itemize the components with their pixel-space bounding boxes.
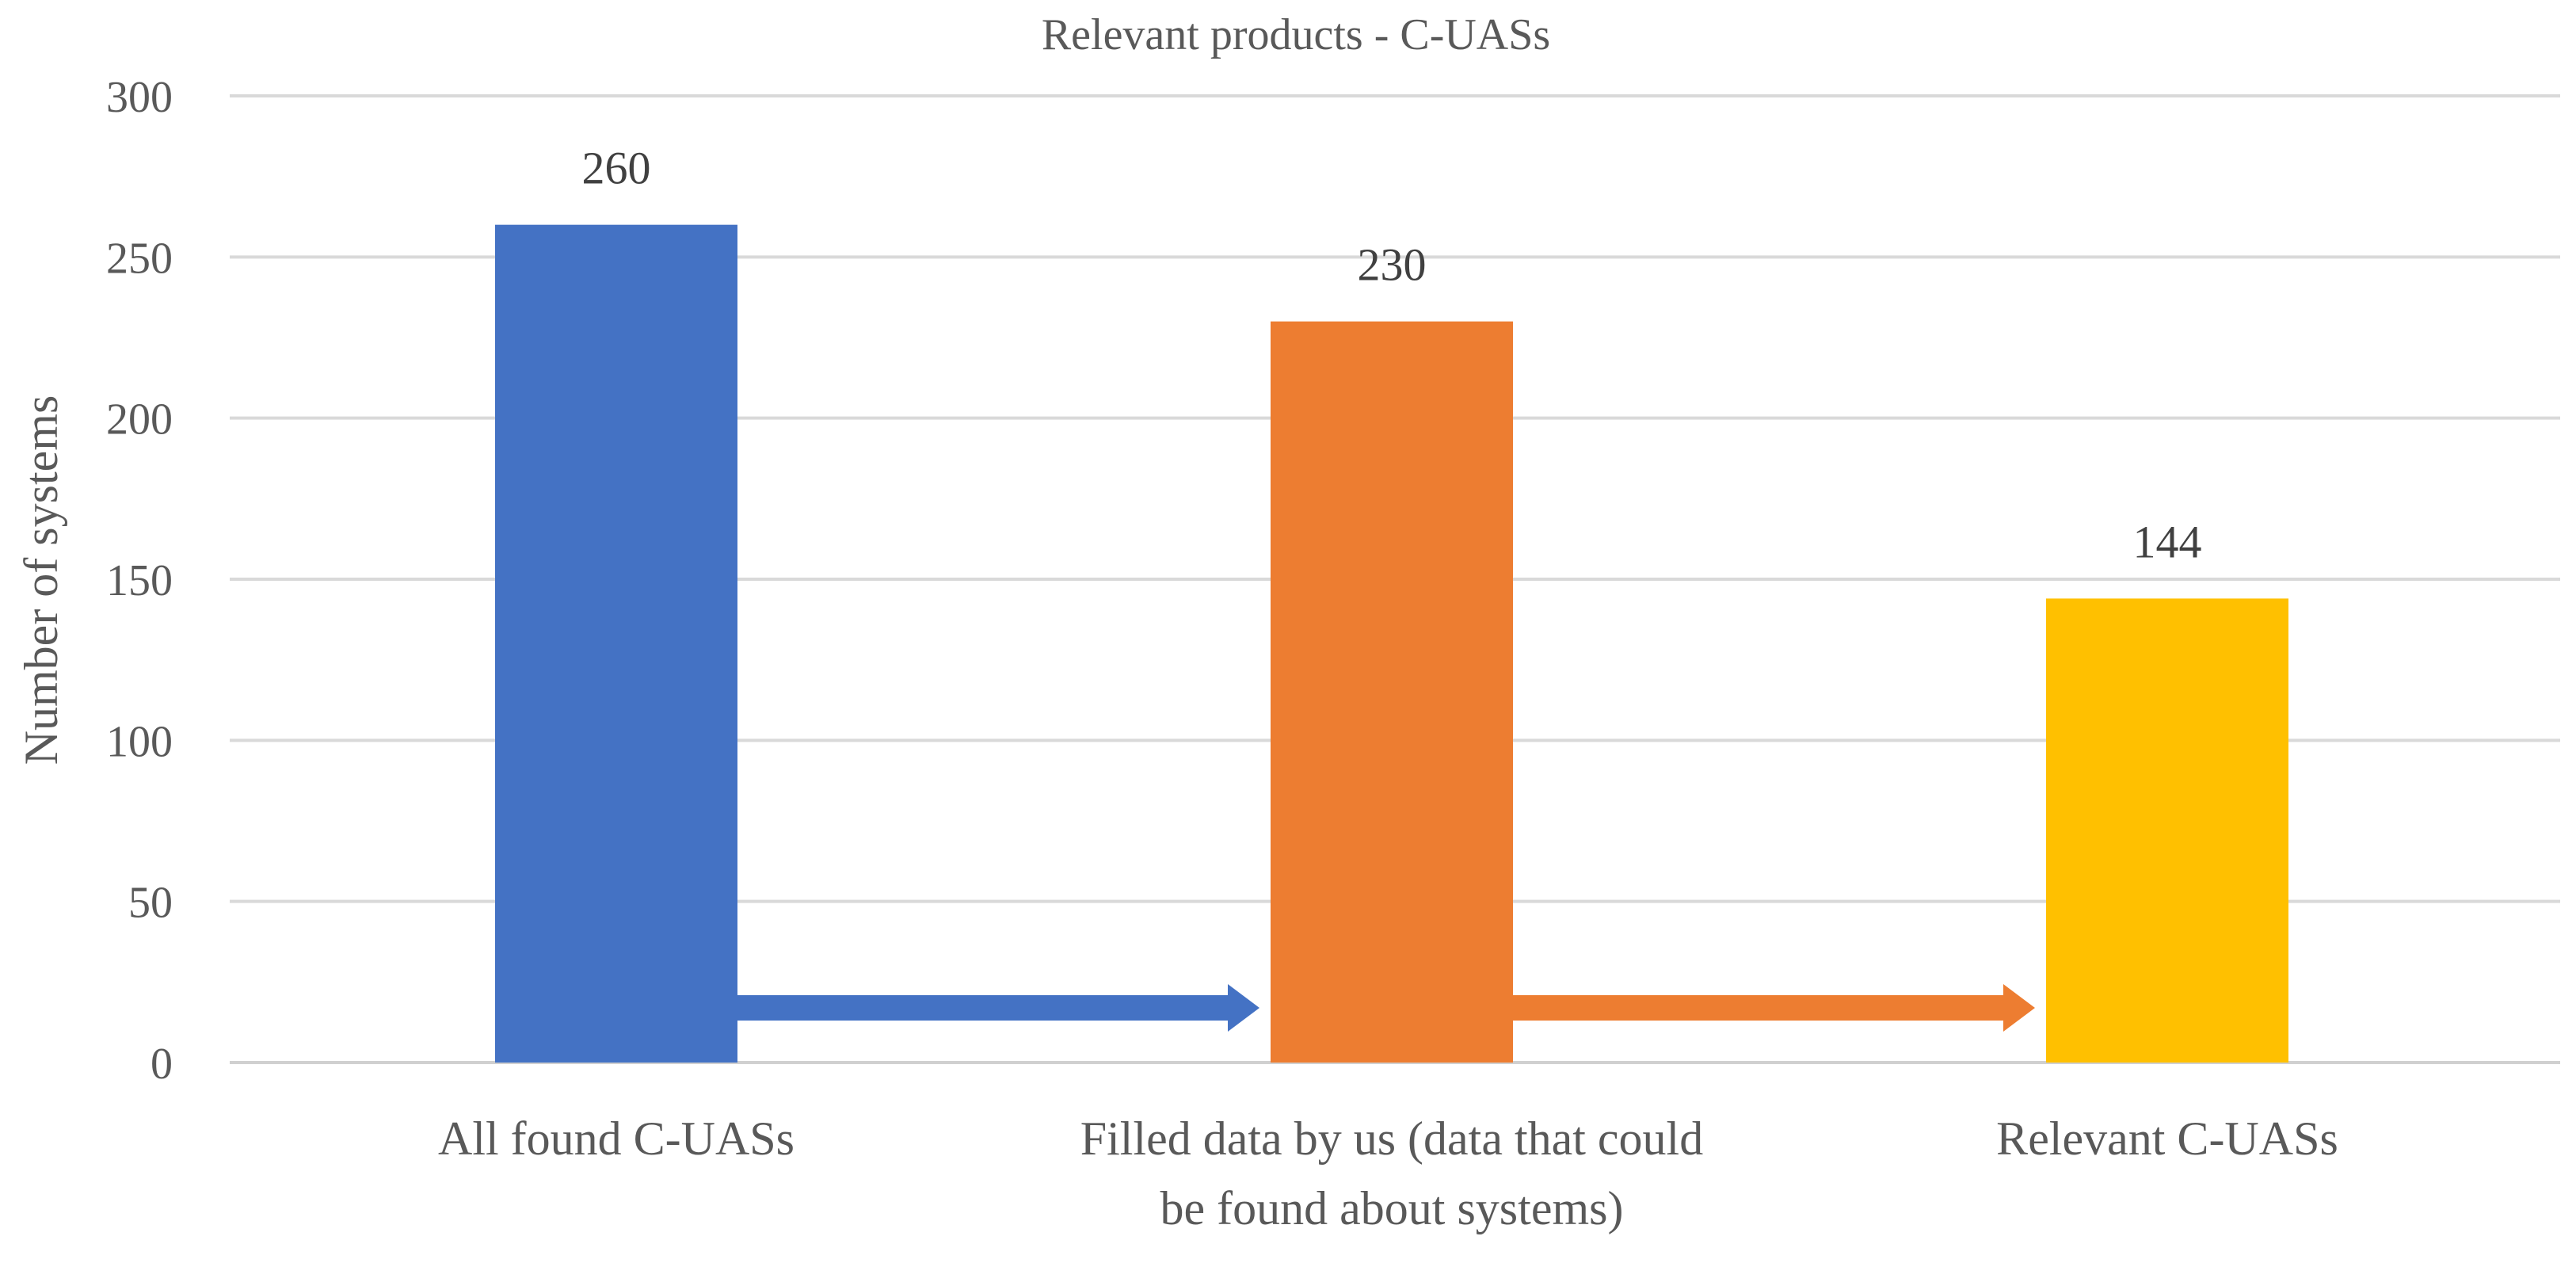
y-tick-label: 50 <box>128 879 173 928</box>
y-tick-label: 150 <box>106 556 173 605</box>
data-label: 260 <box>582 143 651 194</box>
bars <box>495 224 2288 1063</box>
y-axis-ticks: 0 50 100 150 200 250 300 <box>106 73 173 1089</box>
x-axis-categories: All found C-UASs Filled data by us (data … <box>438 1112 2338 1234</box>
x-tick-label: Relevant C-UASs <box>1996 1112 2338 1165</box>
y-tick-label: 0 <box>151 1040 173 1089</box>
bar <box>495 224 737 1063</box>
data-label: 230 <box>1358 239 1427 291</box>
y-tick-label: 300 <box>106 73 173 122</box>
y-axis-label: Number of systems <box>15 395 67 765</box>
y-tick-label: 200 <box>106 395 173 445</box>
x-tick-label: All found C-UASs <box>438 1112 795 1165</box>
y-tick-label: 100 <box>106 717 173 766</box>
x-tick-label: Filled data by us (data that could be fou… <box>1080 1112 1703 1234</box>
x-tick-label-line: Relevant C-UASs <box>1996 1112 2338 1165</box>
y-tick-label: 250 <box>106 234 173 283</box>
flow-arrows <box>737 984 2035 1032</box>
flow-arrow <box>1513 984 2035 1032</box>
flow-arrow <box>737 984 1259 1032</box>
data-label: 144 <box>2133 516 2202 567</box>
bar <box>1271 321 1513 1063</box>
chart-title: Relevant products - C-UASs <box>1042 10 1550 59</box>
x-tick-label-line: Filled data by us (data that could <box>1080 1112 1703 1165</box>
x-tick-label-line: be found about systems) <box>1160 1182 1624 1234</box>
data-labels: 260 230 144 <box>582 143 2202 568</box>
x-tick-label-line: All found C-UASs <box>438 1112 795 1165</box>
bar <box>2046 598 2288 1063</box>
